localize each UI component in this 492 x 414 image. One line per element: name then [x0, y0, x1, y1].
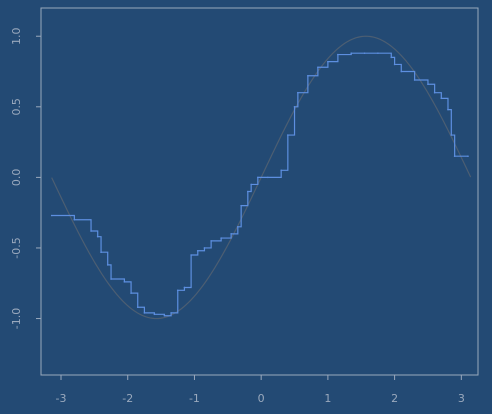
step-point: [170, 312, 172, 314]
step-point: [400, 70, 403, 73]
step-point: [413, 79, 416, 81]
x-tick-label: 0: [258, 392, 265, 405]
y-tick-label: 0.0: [10, 169, 23, 187]
step-point: [136, 306, 139, 309]
step-point: [450, 134, 453, 136]
step-point: [377, 52, 379, 54]
y-tick-label: 1.0: [10, 27, 23, 45]
step-point: [50, 214, 53, 217]
x-tick-label: -2: [122, 392, 133, 405]
x-tick-label: -3: [56, 392, 67, 405]
step-point: [163, 314, 166, 317]
step-point: [73, 218, 76, 221]
step-point: [250, 183, 252, 186]
y-tick-label: 0.5: [10, 98, 23, 116]
step-series-line: [51, 52, 468, 317]
step-point: [280, 169, 282, 172]
x-tick-label: 2: [391, 392, 398, 405]
step-point: [433, 91, 436, 94]
step-point: [427, 83, 429, 86]
step-point: [203, 247, 206, 249]
step-point: [190, 254, 192, 256]
step-point: [196, 249, 199, 252]
y-tick-label: -0.5: [10, 237, 23, 258]
step-point: [130, 292, 132, 294]
step-point: [106, 264, 109, 266]
step-point: [390, 56, 393, 59]
x-tick-label: 1: [324, 392, 331, 405]
x-tick-label: -1: [189, 392, 200, 405]
y-tick-label: -1.0: [10, 308, 23, 329]
step-point: [143, 312, 146, 314]
step-point: [307, 74, 309, 77]
step-point: [110, 278, 112, 280]
step-point: [90, 230, 92, 232]
step-point: [337, 53, 339, 56]
step-point: [237, 225, 239, 228]
step-point: [176, 289, 179, 292]
step-point: [210, 240, 212, 242]
step-point: [267, 176, 269, 179]
step-point: [327, 60, 329, 63]
step-point: [350, 52, 353, 54]
step-point: [453, 155, 456, 158]
step-point: [447, 108, 449, 111]
step-point: [240, 204, 242, 207]
step-point: [257, 176, 259, 179]
step-point: [293, 106, 296, 108]
step-point: [100, 251, 102, 253]
step-point: [96, 235, 99, 238]
step-point: [153, 313, 156, 316]
step-point: [393, 63, 396, 66]
step-point: [183, 286, 186, 289]
step-point: [440, 97, 443, 100]
x-tick-label: 3: [458, 392, 465, 405]
plot-frame: [40, 7, 479, 376]
step-point: [467, 155, 469, 158]
step-point: [220, 237, 222, 239]
step-point: [363, 52, 366, 54]
step-point: [230, 233, 232, 235]
step-point: [123, 281, 126, 283]
step-point: [247, 190, 249, 193]
step-series: [50, 52, 469, 317]
step-point: [317, 66, 319, 69]
step-point: [297, 91, 299, 94]
axes: -3 -2 -1 0 1 2 3 -1.0 -0.5 0.0 0.5 1.0: [10, 7, 479, 405]
step-point: [287, 134, 289, 136]
